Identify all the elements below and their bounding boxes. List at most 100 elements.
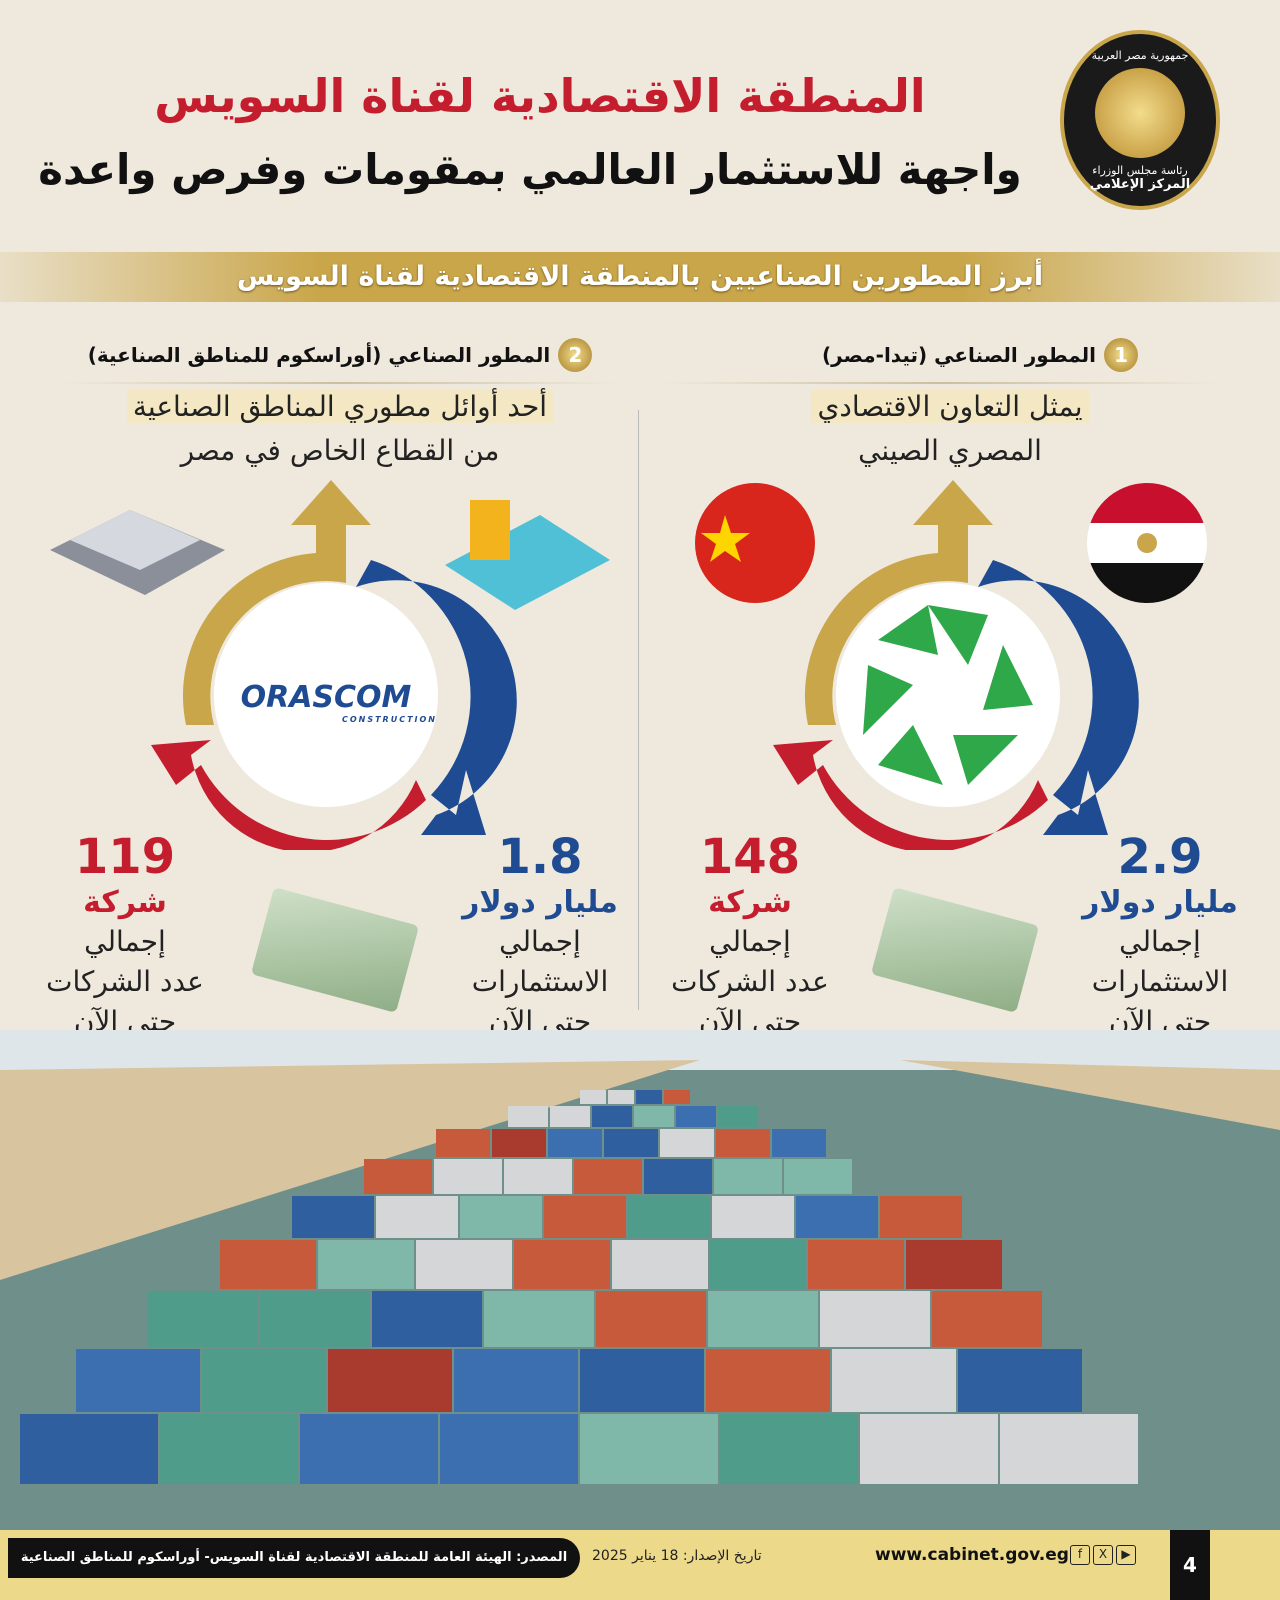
shipping-container xyxy=(436,1129,490,1157)
developer-1-header: 1 المطور الصناعي (تيدا-مصر) xyxy=(660,338,1220,384)
shipping-container xyxy=(664,1090,690,1104)
orascom-logo-text: ORASCOM xyxy=(240,680,412,715)
shipping-container xyxy=(720,1414,858,1484)
shipping-container xyxy=(364,1159,432,1194)
developer-1-title: المطور الصناعي (تيدا-مصر) xyxy=(821,343,1097,367)
cycle-ring-2 xyxy=(151,480,517,850)
shipping-container xyxy=(634,1106,674,1127)
website-link[interactable]: www.cabinet.gov.eg xyxy=(875,1545,1069,1565)
stat-label: إجمالي xyxy=(1119,925,1201,958)
shipping-container xyxy=(796,1196,878,1238)
shipping-container xyxy=(612,1240,708,1289)
cycle-diagrams xyxy=(50,480,1207,850)
orascom-logo: ORASCOM CONSTRUCTION xyxy=(215,680,437,724)
seal-top-text: جمهورية مصر العربية xyxy=(1091,48,1189,62)
shipping-container xyxy=(580,1414,718,1484)
shipping-container xyxy=(708,1291,818,1347)
stat-unit: شركة xyxy=(83,885,167,920)
stat-unit: مليار دولار xyxy=(1082,885,1238,920)
title-line1: المنطقة الاقتصادية لقناة السويس xyxy=(154,69,926,123)
suez-canal-ship-photo xyxy=(0,1030,1280,1530)
stat-unit: مليار دولار xyxy=(462,885,618,920)
money-icon xyxy=(870,887,1040,1013)
shipping-container xyxy=(460,1196,542,1238)
dev1-investment-stat: 2.9 مليار دولار إجمالي الاستثمارات حتى الآ… xyxy=(1060,830,1260,1042)
shipping-container xyxy=(660,1129,714,1157)
x-icon[interactable]: X xyxy=(1093,1545,1113,1565)
dev2-companies-stat: 119 شركة إجمالي عدد الشركات حتى الآن xyxy=(40,830,210,1042)
shipping-container xyxy=(328,1349,452,1412)
column-divider xyxy=(638,410,639,1010)
developer-2-title: المطور الصناعي (أوراسكوم للمناطق الصناعي… xyxy=(87,343,551,367)
shipping-container xyxy=(880,1196,962,1238)
shipping-container xyxy=(76,1349,200,1412)
shipping-container xyxy=(580,1090,606,1104)
shipping-container xyxy=(772,1129,826,1157)
shipping-container xyxy=(220,1240,316,1289)
shipping-container xyxy=(160,1414,298,1484)
shipping-container xyxy=(906,1240,1002,1289)
dev2-investment-stat: 1.8 مليار دولار إجمالي الاستثمارات حتى الآ… xyxy=(440,830,640,1042)
shipping-container xyxy=(706,1349,830,1412)
shipping-container xyxy=(416,1240,512,1289)
section-banner: أبرز المطورين الصناعيين بالمنطقة الاقتصا… xyxy=(0,252,1280,302)
shipping-container xyxy=(710,1240,806,1289)
shipping-container xyxy=(574,1159,642,1194)
port-crane-icon xyxy=(445,500,610,610)
shipping-container xyxy=(292,1196,374,1238)
teda-logo-icon xyxy=(863,605,1033,785)
stat-value: 1.8 xyxy=(497,829,583,885)
source-text: المصدر: الهيئة العامة للمنطقة الاقتصادية… xyxy=(8,1538,580,1578)
facebook-icon[interactable]: f xyxy=(1070,1545,1090,1565)
shipping-container xyxy=(454,1349,578,1412)
number-badge: 2 xyxy=(558,338,593,372)
stat-label: إجمالي xyxy=(499,925,581,958)
page-number: 4 xyxy=(1170,1530,1210,1600)
orascom-logo-sub: CONSTRUCTION xyxy=(341,715,437,724)
dev1-companies-stat: 148 شركة إجمالي عدد الشركات حتى الآن xyxy=(665,830,835,1042)
shipping-container xyxy=(592,1106,632,1127)
desc-line: من القطاع الخاص في مصر xyxy=(180,434,500,467)
shipping-container xyxy=(580,1349,704,1412)
shipping-container xyxy=(596,1291,706,1347)
cycle-ring-1 xyxy=(773,480,1139,850)
stat-value: 2.9 xyxy=(1117,829,1203,885)
shipping-container xyxy=(20,1414,158,1484)
shipping-container xyxy=(1000,1414,1138,1484)
shipping-container xyxy=(604,1129,658,1157)
shipping-container xyxy=(644,1159,712,1194)
desc-line: يمثل التعاون الاقتصادي xyxy=(811,390,1089,423)
shipping-container xyxy=(932,1291,1042,1347)
shipping-container xyxy=(832,1349,956,1412)
shipping-container xyxy=(808,1240,904,1289)
shipping-container xyxy=(636,1090,662,1104)
seal-middle-text: رئاسة مجلس الوزراء xyxy=(1092,163,1188,177)
shipping-container xyxy=(820,1291,930,1347)
shipping-container xyxy=(676,1106,716,1127)
youtube-icon[interactable]: ▶ xyxy=(1116,1545,1136,1565)
shipping-container xyxy=(514,1240,610,1289)
shipping-container xyxy=(202,1349,326,1412)
shipping-container xyxy=(784,1159,852,1194)
shipping-container xyxy=(550,1106,590,1127)
stat-value: 119 xyxy=(74,829,176,885)
stat-unit: شركة xyxy=(708,885,792,920)
seal-bottom-text: المركز الإعلامي xyxy=(1089,176,1191,192)
shipping-container xyxy=(544,1196,626,1238)
stat-label: إجمالي xyxy=(709,925,791,958)
shipping-container xyxy=(628,1196,710,1238)
shipping-container xyxy=(318,1240,414,1289)
release-date: تاريخ الإصدار: 18 يناير 2025 xyxy=(592,1548,762,1564)
stat-value: 148 xyxy=(699,829,801,885)
shipping-container xyxy=(608,1090,634,1104)
industrial-zone-icon xyxy=(50,510,225,595)
eagle-icon xyxy=(1095,67,1185,158)
shipping-container xyxy=(714,1159,782,1194)
shipping-container xyxy=(548,1129,602,1157)
shipping-container xyxy=(440,1414,578,1484)
shipping-container xyxy=(148,1291,258,1347)
developer-2-desc: أحد أوائل مطوري المناطق الصناعية من القط… xyxy=(60,385,620,473)
china-flag-star-icon xyxy=(701,515,750,562)
desc-line: أحد أوائل مطوري المناطق الصناعية xyxy=(126,390,554,423)
developer-2-header: 2 المطور الصناعي (أوراسكوم للمناطق الصنا… xyxy=(60,338,620,384)
